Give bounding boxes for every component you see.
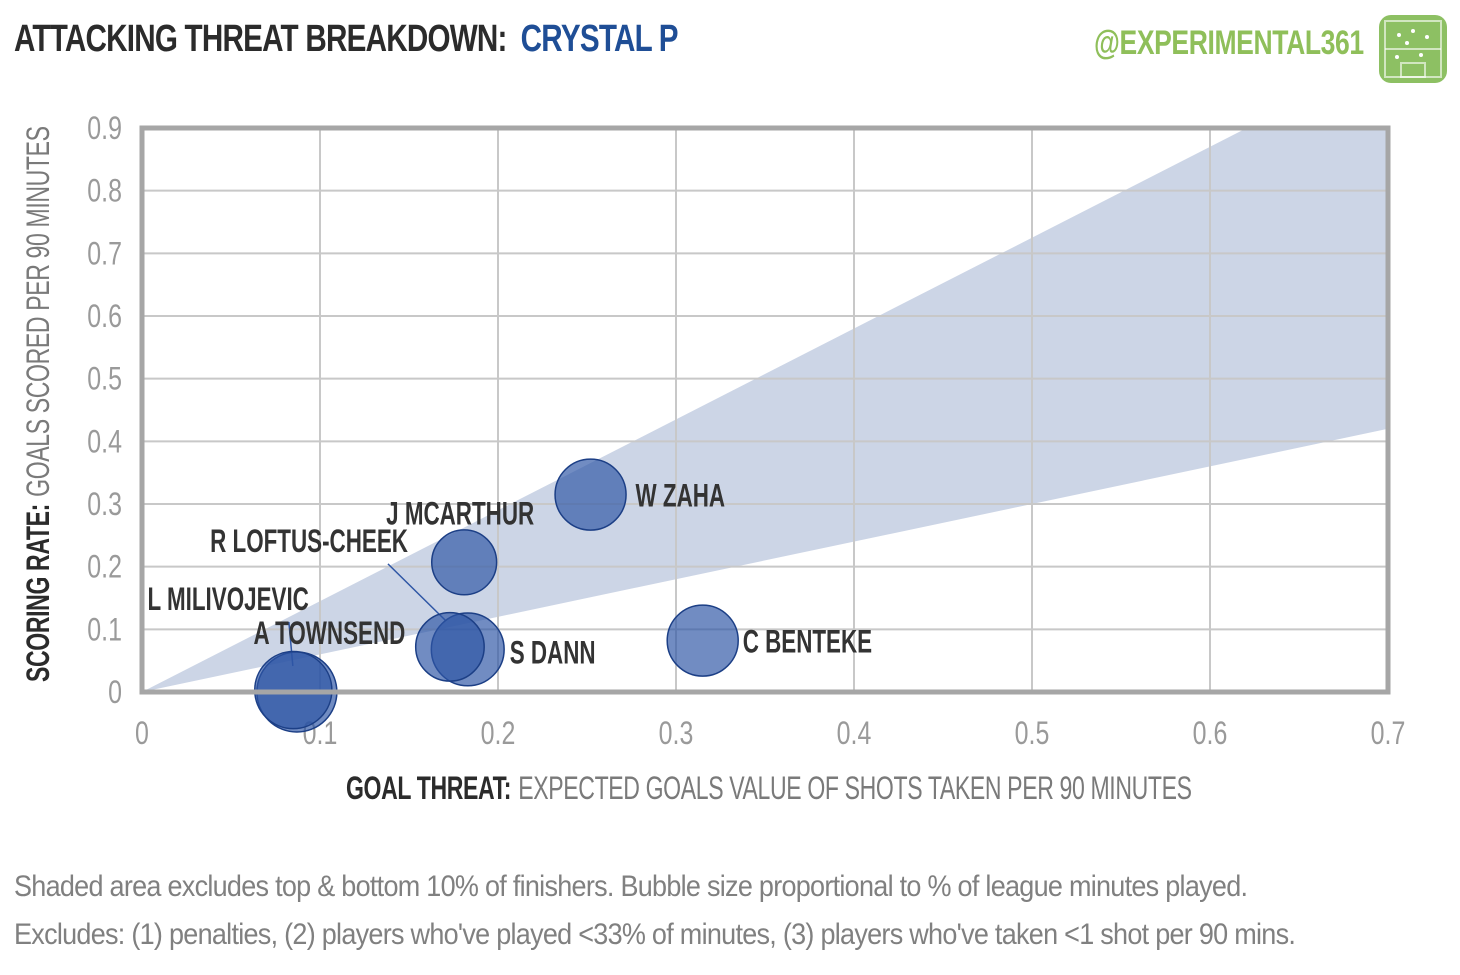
y-tick-label: 0.9 <box>87 111 122 147</box>
footnote-exclusions: Excludes: (1) penalties, (2) players who… <box>14 918 1296 951</box>
y-tick-label: 0.1 <box>87 612 122 648</box>
player-label: L MILIVOJEVIC <box>148 581 309 617</box>
y-tick-label: 0.8 <box>87 174 122 210</box>
y-axis-title-bold: SCORING RATE: <box>20 504 56 682</box>
y-tick-label: 0.4 <box>87 424 122 460</box>
bubble <box>414 611 485 682</box>
x-tick-label: 0.4 <box>837 716 872 752</box>
player-label: R LOFTUS-CHEEK <box>210 523 408 559</box>
x-tick-label: 0.3 <box>659 716 694 752</box>
x-axis-title-rest: EXPECTED GOALS VALUE OF SHOTS TAKEN PER … <box>518 770 1192 806</box>
y-tick-label: 0 <box>108 675 122 711</box>
finishing-band <box>142 128 1388 692</box>
pitch-logo-icon <box>1379 15 1447 83</box>
bubble <box>666 604 739 677</box>
x-tick-label: 0.2 <box>481 716 516 752</box>
title-text: ATTACKING THREAT BREAKDOWN: <box>14 18 507 60</box>
bubble <box>430 529 498 596</box>
player-label: J MCARTHUR <box>386 495 534 531</box>
footnote-shaded-area: Shaded area excludes top & bottom 10% of… <box>14 870 1248 903</box>
bubble <box>554 458 627 531</box>
twitter-handle: @EXPERIMENTAL361 <box>1094 24 1364 62</box>
player-label: S DANN <box>510 634 596 670</box>
plot-frame <box>139 125 1391 695</box>
player-label: A TOWNSEND <box>254 615 406 651</box>
x-tick-label: 0.5 <box>1015 716 1050 752</box>
y-axis-title: SCORING RATE: GOALS SCORED PER 90 MINUTES <box>20 126 57 682</box>
y-axis-title-rest: GOALS SCORED PER 90 MINUTES <box>20 126 56 497</box>
y-tick-label: 0.5 <box>87 362 122 398</box>
y-tick-label: 0.6 <box>87 299 122 335</box>
leader-line <box>387 563 447 622</box>
y-tick-label: 0.2 <box>87 550 122 586</box>
y-tick-label: 0.3 <box>87 487 122 523</box>
x-tick-label: 0.6 <box>1193 716 1228 752</box>
y-tick-label: 0.7 <box>87 236 122 272</box>
team-name: CRYSTAL P <box>520 18 679 60</box>
x-tick-labels: 0 0.1 0.2 0.3 0.4 0.5 0.6 0.7 <box>135 716 1405 752</box>
y-tick-labels: 0 0.1 0.2 0.3 0.4 0.5 0.6 0.7 0.8 0.9 <box>87 111 122 711</box>
bubbles <box>253 458 739 733</box>
x-axis-title-bold: GOAL THREAT: <box>346 770 512 806</box>
x-axis-title: GOAL THREAT: EXPECTED GOALS VALUE OF SHOT… <box>346 770 1192 807</box>
x-tick-label: 0.7 <box>1371 716 1406 752</box>
player-label: W ZAHA <box>636 478 726 514</box>
player-label: C BENTEKE <box>743 624 872 660</box>
x-tick-label: 0 <box>135 716 149 752</box>
chart-title: ATTACKING THREAT BREAKDOWN: CRYSTAL P <box>14 18 679 61</box>
